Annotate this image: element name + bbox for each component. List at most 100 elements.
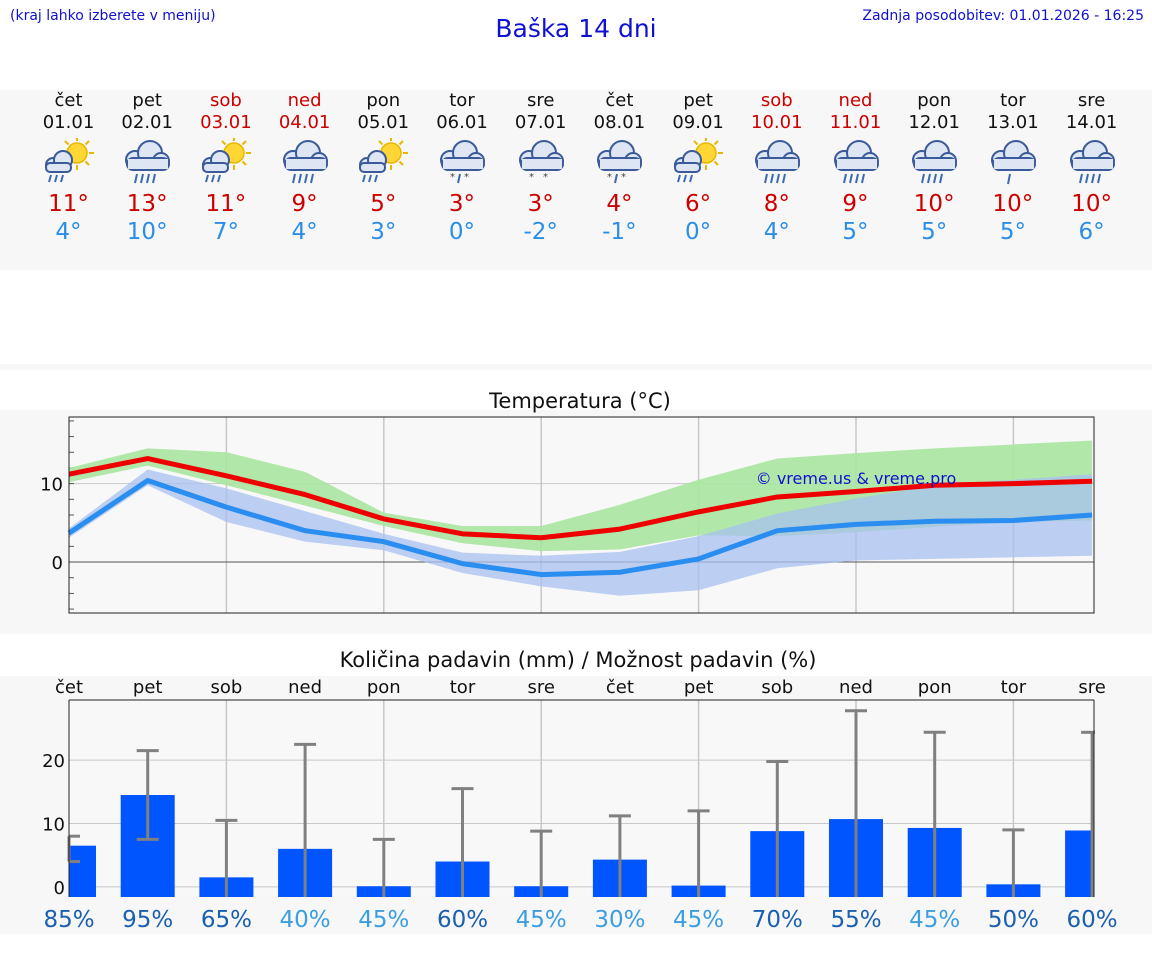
temp-max: 6° — [685, 191, 712, 217]
temp-max: 10° — [1071, 191, 1112, 217]
day-column: tor 13.01 10° 5° — [974, 90, 1052, 246]
day-date: 04.01 — [278, 112, 331, 133]
day-date: 07.01 — [514, 112, 567, 133]
temp-max: 3° — [448, 191, 476, 217]
cloud-rain-icon — [754, 140, 800, 184]
last-updated: Zadnja posodobitev: 01.01.2026 - 16:25 — [862, 8, 1144, 24]
temp-min: 5° — [921, 219, 948, 245]
day-date: 06.01 — [436, 112, 488, 133]
day-date: 13.01 — [987, 112, 1039, 133]
day-column: pet 02.01 13° 10° — [108, 90, 186, 246]
max-temperature-line — [68, 456, 1093, 541]
day-column: pon 12.01 10° 5° — [895, 90, 973, 246]
temp-min: 3° — [370, 219, 397, 245]
day-date: 09.01 — [672, 112, 724, 133]
precipitation-probability-label: 45% — [358, 907, 409, 933]
precipitation-category-label: pon — [367, 677, 401, 698]
precipitation-probability-label: 60% — [437, 907, 488, 933]
day-column: sob 10.01 8° 4° — [738, 90, 816, 246]
precipitation-probability-label: 65% — [201, 907, 252, 933]
chart-watermark: © vreme.us & vreme.pro — [756, 469, 957, 488]
cloud-sleet-icon: * * — [597, 140, 643, 184]
day-name: tor — [449, 90, 475, 111]
cloud-rain-icon — [833, 140, 879, 184]
precipitation-probability-label: 45% — [673, 907, 724, 933]
day-column: ned 11.01 9° 5° — [817, 90, 895, 246]
location-hint[interactable]: (kraj lahko izberete v meniju) — [10, 8, 216, 24]
precipitation-probability-label: 30% — [594, 907, 645, 933]
precipitation-category-label: sob — [761, 677, 793, 698]
temp-min: 5° — [999, 219, 1026, 245]
cloud-sleet-icon: * * — [440, 140, 485, 184]
day-name: sre — [526, 90, 555, 111]
svg-text:*: * — [607, 172, 612, 183]
temperature-plot-border — [68, 416, 1095, 614]
sun-cloud-rain-icon — [201, 138, 251, 183]
temp-max: 5° — [370, 191, 397, 217]
temp-min: 7° — [212, 219, 239, 245]
precipitation-y-tick-label: 20 — [42, 751, 65, 772]
day-date: 02.01 — [121, 112, 173, 133]
day-date: 03.01 — [200, 112, 252, 133]
precipitation-category-label: tor — [450, 677, 476, 698]
day-name: čet — [605, 90, 634, 111]
temp-min: 10° — [126, 219, 168, 245]
temp-min: 0° — [685, 219, 712, 245]
cloud-rain-icon — [282, 140, 328, 184]
precipitation-bar — [1065, 830, 1094, 897]
temp-max: 9° — [291, 191, 318, 217]
precipitation-category-label: pet — [684, 677, 714, 698]
day-column: tor 06.01 * * 3° 0° — [423, 90, 501, 246]
precipitation-probability-label: 70% — [752, 907, 803, 933]
svg-text:*: * — [543, 172, 548, 183]
precipitation-probability-label: 45% — [516, 907, 567, 933]
precipitation-probability-label: 85% — [43, 907, 94, 933]
temp-min: 4° — [763, 219, 790, 245]
day-column: ned 04.01 9° 4° — [266, 90, 344, 246]
temp-min: 5° — [842, 219, 869, 245]
day-name: ned — [838, 90, 873, 111]
day-name: pon — [366, 90, 401, 111]
temperature-chart-title: Temperatura (°C) — [488, 389, 671, 413]
precipitation-probability-label: 95% — [122, 907, 173, 933]
sun-cloud-rain-icon — [674, 138, 724, 183]
day-date: 12.01 — [908, 112, 960, 133]
precipitation-y-tick-label: 10 — [42, 815, 65, 836]
precipitation-probability-label: 45% — [909, 907, 960, 933]
day-column: pet 09.01 6° 0° — [659, 90, 737, 246]
sun-cloud-rain-icon — [359, 138, 409, 183]
precipitation-probability-label: 55% — [830, 907, 881, 933]
precipitation-category-label: čet — [606, 677, 634, 698]
sun-cloud-rain-icon — [44, 138, 94, 183]
day-column: pon 05.01 5° 3° — [344, 90, 422, 246]
temp-min: 4° — [55, 219, 82, 245]
day-name: pet — [683, 90, 713, 111]
temp-max: 11° — [48, 191, 89, 217]
day-name: ned — [287, 90, 322, 111]
day-name: sob — [760, 90, 793, 111]
temp-max: 9° — [842, 191, 869, 217]
min-temperature-line — [67, 478, 1093, 578]
page-title: Baška 14 dni — [495, 14, 657, 43]
precipitation-chart-title: Količina padavin (mm) / Možnost padavin … — [340, 648, 817, 672]
svg-text:*: * — [464, 172, 469, 183]
temp-max: 10° — [913, 191, 955, 217]
day-column: sre 14.01 10° 6° — [1053, 90, 1131, 246]
precipitation-category-label: ned — [288, 677, 322, 698]
day-column: čet 01.01 11° 4° — [30, 90, 108, 246]
temp-max: 4° — [606, 191, 633, 217]
day-column: sre 07.01 * * 3° -2° — [502, 90, 580, 246]
day-date: 08.01 — [593, 112, 646, 133]
day-name: tor — [1000, 90, 1026, 111]
temperature-y-tick-label: 10 — [40, 475, 63, 496]
precipitation-probability-label: 50% — [988, 907, 1039, 933]
temp-min: -1° — [602, 219, 637, 245]
precipitation-probability-label: 40% — [280, 907, 331, 933]
temperature-y-tick-label: 0 — [52, 553, 63, 574]
temp-max: 13° — [126, 191, 168, 217]
precipitation-category-label: sre — [527, 677, 554, 698]
precipitation-probability-label: 60% — [1067, 907, 1118, 933]
temp-max: 11° — [205, 191, 247, 217]
svg-text:*: * — [450, 172, 455, 183]
